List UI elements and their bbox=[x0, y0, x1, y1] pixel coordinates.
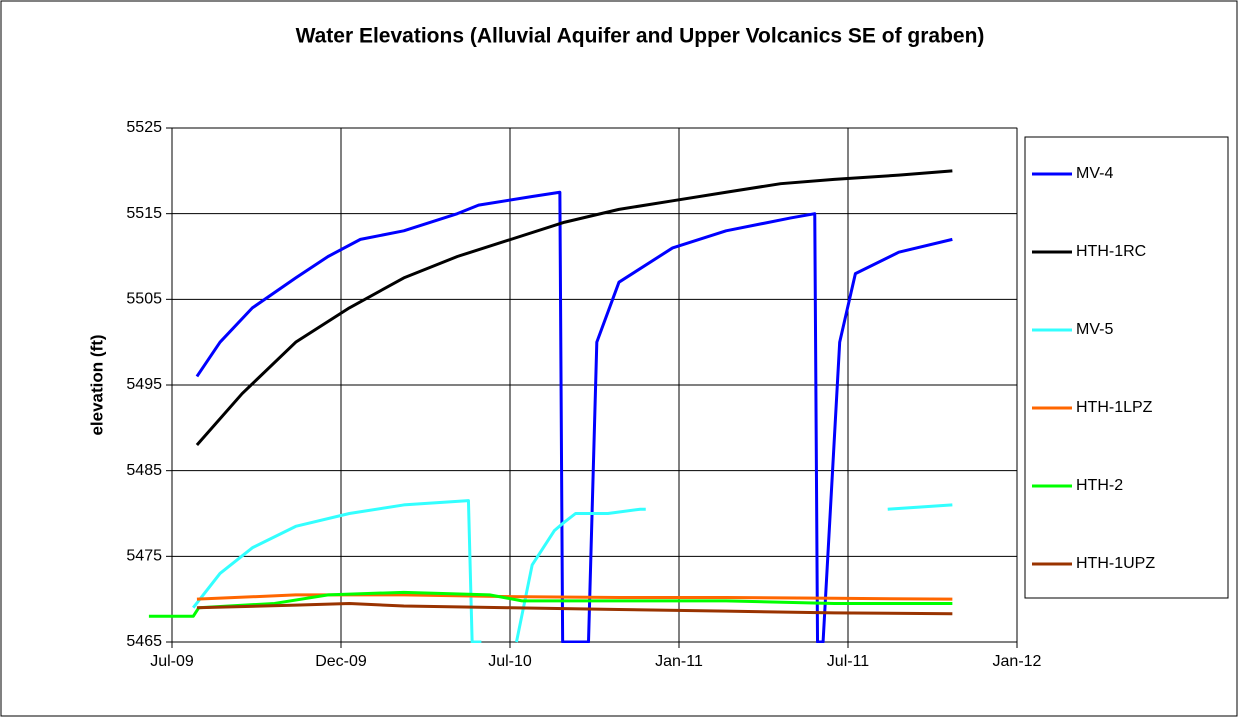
y-tick-label: 5515 bbox=[126, 205, 162, 222]
legend-label: HTH-2 bbox=[1076, 477, 1123, 494]
legend-box bbox=[1024, 136, 1229, 599]
series-line bbox=[195, 190, 953, 643]
x-tick-label: Dec-09 bbox=[315, 653, 367, 670]
legend-label: HTH-1RC bbox=[1076, 243, 1146, 260]
y-tick-label: 5485 bbox=[126, 462, 162, 479]
x-tick-label: Jan-12 bbox=[993, 653, 1042, 670]
series-group bbox=[148, 169, 953, 643]
x-tick-label: Jul-11 bbox=[827, 653, 869, 670]
y-tick-label: 5495 bbox=[126, 376, 162, 393]
y-tick-label: 5465 bbox=[126, 633, 162, 650]
y-tick-label: 5475 bbox=[126, 548, 162, 565]
legend-label: HTH-1LPZ bbox=[1076, 399, 1153, 416]
y-tick-label: 5505 bbox=[126, 291, 162, 308]
x-tick-label: Jan-11 bbox=[655, 653, 703, 670]
x-tick-label: Jul-09 bbox=[150, 653, 194, 670]
y-axis-label: elevation (ft) bbox=[87, 334, 106, 435]
chart-title: Water Elevations (Alluvial Aquifer and U… bbox=[296, 25, 985, 48]
legend-label: MV-5 bbox=[1076, 321, 1113, 338]
series-line bbox=[195, 169, 953, 446]
series-line bbox=[196, 593, 953, 601]
y-tick-label: 5525 bbox=[126, 119, 162, 136]
legend-label: MV-4 bbox=[1076, 165, 1113, 182]
x-tick-label: Jul-10 bbox=[488, 653, 532, 670]
series-line bbox=[196, 601, 953, 616]
legend-label: HTH-1UPZ bbox=[1076, 555, 1155, 572]
